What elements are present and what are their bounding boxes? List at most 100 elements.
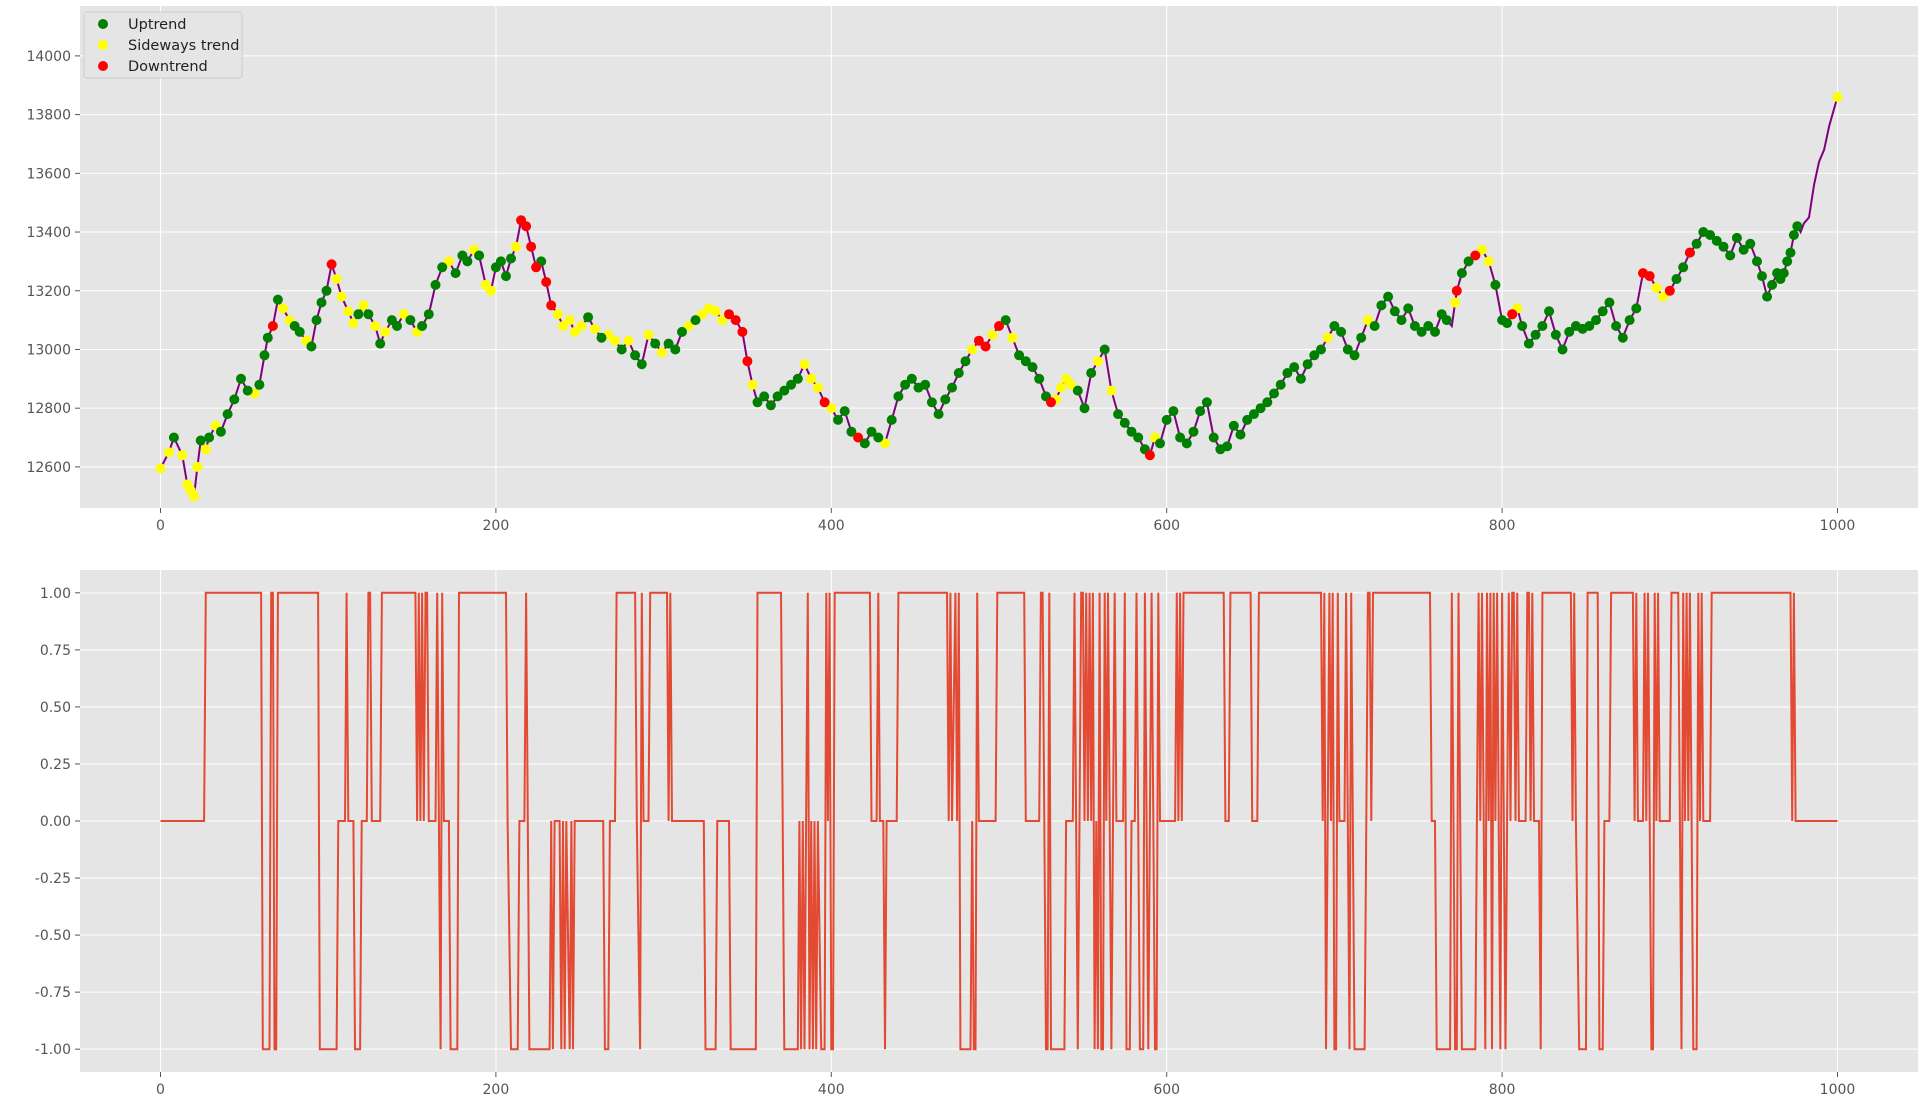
marker-side [967, 344, 978, 355]
marker-up [940, 394, 951, 405]
price-y-tick-label: 13400 [26, 225, 71, 241]
marker-up [1181, 438, 1192, 449]
marker-side [880, 438, 890, 449]
marker-up [450, 268, 461, 279]
marker-up [1295, 373, 1306, 384]
marker-up [779, 385, 790, 396]
marker-side [812, 382, 823, 393]
marker-up [1248, 409, 1259, 420]
marker-side [747, 379, 758, 390]
marker-side [336, 291, 347, 302]
marker-up [1544, 306, 1555, 317]
marker-up [1738, 244, 1749, 255]
marker-up [1604, 297, 1615, 308]
marker-up [772, 391, 783, 402]
marker-up [375, 338, 386, 349]
marker-up [765, 400, 776, 411]
marker-down [541, 277, 552, 287]
marker-up [363, 309, 374, 320]
marker-up [1155, 438, 1165, 449]
signal-y-tick-label: -0.75 [35, 985, 71, 1001]
marker-up [1342, 344, 1353, 355]
marker-up [1175, 432, 1186, 443]
marker-side [564, 315, 575, 326]
marker-up [1126, 426, 1137, 437]
marker-up [242, 385, 253, 396]
signal-x-tick-label: 1000 [1820, 1082, 1856, 1097]
marker-side [643, 329, 654, 340]
marker-up [1785, 247, 1796, 258]
marker-up [1262, 397, 1273, 408]
marker-up [1396, 315, 1407, 326]
marker-down [1684, 247, 1695, 258]
marker-up [596, 332, 607, 343]
marker-down [1470, 250, 1481, 261]
marker-side [177, 450, 188, 461]
marker-up [953, 368, 964, 378]
marker-down [1664, 285, 1675, 296]
marker-up [677, 326, 687, 337]
marker-up [839, 406, 850, 417]
marker-up [786, 379, 797, 390]
marker-up [866, 426, 877, 437]
marker-up [1463, 256, 1474, 267]
marker-side [710, 306, 721, 317]
marker-up [259, 350, 270, 361]
marker-up [1403, 303, 1414, 314]
marker-up [947, 382, 957, 393]
marker-up [1678, 262, 1689, 273]
marker-up [1208, 432, 1219, 443]
marker-up [1309, 350, 1320, 361]
marker-up [316, 297, 327, 308]
price-x-tick-label: 600 [1153, 518, 1180, 534]
marker-side [558, 321, 568, 331]
marker-side [1056, 382, 1066, 393]
marker-up [430, 279, 441, 290]
marker-up [1275, 379, 1286, 390]
marker-up [1617, 332, 1628, 343]
marker-up [1537, 321, 1548, 331]
marker-side [1658, 291, 1669, 302]
legend-label-sideways-trend: Sideways trend [128, 38, 240, 54]
price-y-tick-label: 12600 [26, 460, 71, 476]
marker-up [1072, 385, 1083, 396]
marker-up [1356, 332, 1367, 343]
marker-up [195, 435, 206, 446]
marker-up [501, 271, 511, 282]
signal-x-tick-label: 600 [1153, 1082, 1180, 1097]
marker-side [576, 321, 587, 331]
signal-y-tick-label: 0.25 [40, 757, 71, 773]
marker-up [1611, 321, 1622, 331]
marker-up [321, 285, 332, 296]
marker-side [569, 326, 580, 337]
marker-down [267, 321, 278, 331]
marker-up [474, 250, 485, 261]
signal-y-tick-label: -0.50 [35, 928, 71, 944]
marker-up [1597, 306, 1608, 317]
marker-up [1235, 429, 1246, 440]
marker-side [348, 318, 359, 329]
price-y-tick-label: 13200 [26, 284, 71, 300]
marker-up [1456, 268, 1467, 279]
marker-up [204, 432, 215, 443]
marker-up [306, 341, 317, 352]
marker-up [1014, 350, 1025, 361]
marker-up [1282, 368, 1293, 378]
marker-side [987, 329, 998, 340]
marker-up [462, 256, 473, 267]
signal-y-tick-label: -0.25 [35, 871, 71, 887]
marker-up [1490, 279, 1501, 290]
marker-down [1507, 309, 1518, 320]
price-chart-plot-area [80, 6, 1918, 508]
marker-up [960, 356, 971, 367]
marker-side [485, 285, 496, 296]
marker-up [583, 312, 594, 323]
marker-up [1523, 338, 1534, 349]
marker-side [163, 447, 174, 458]
marker-side [1066, 379, 1077, 390]
marker-side [717, 315, 728, 326]
marker-up [630, 350, 641, 361]
marker-up [920, 379, 931, 390]
marker-up [900, 379, 911, 390]
